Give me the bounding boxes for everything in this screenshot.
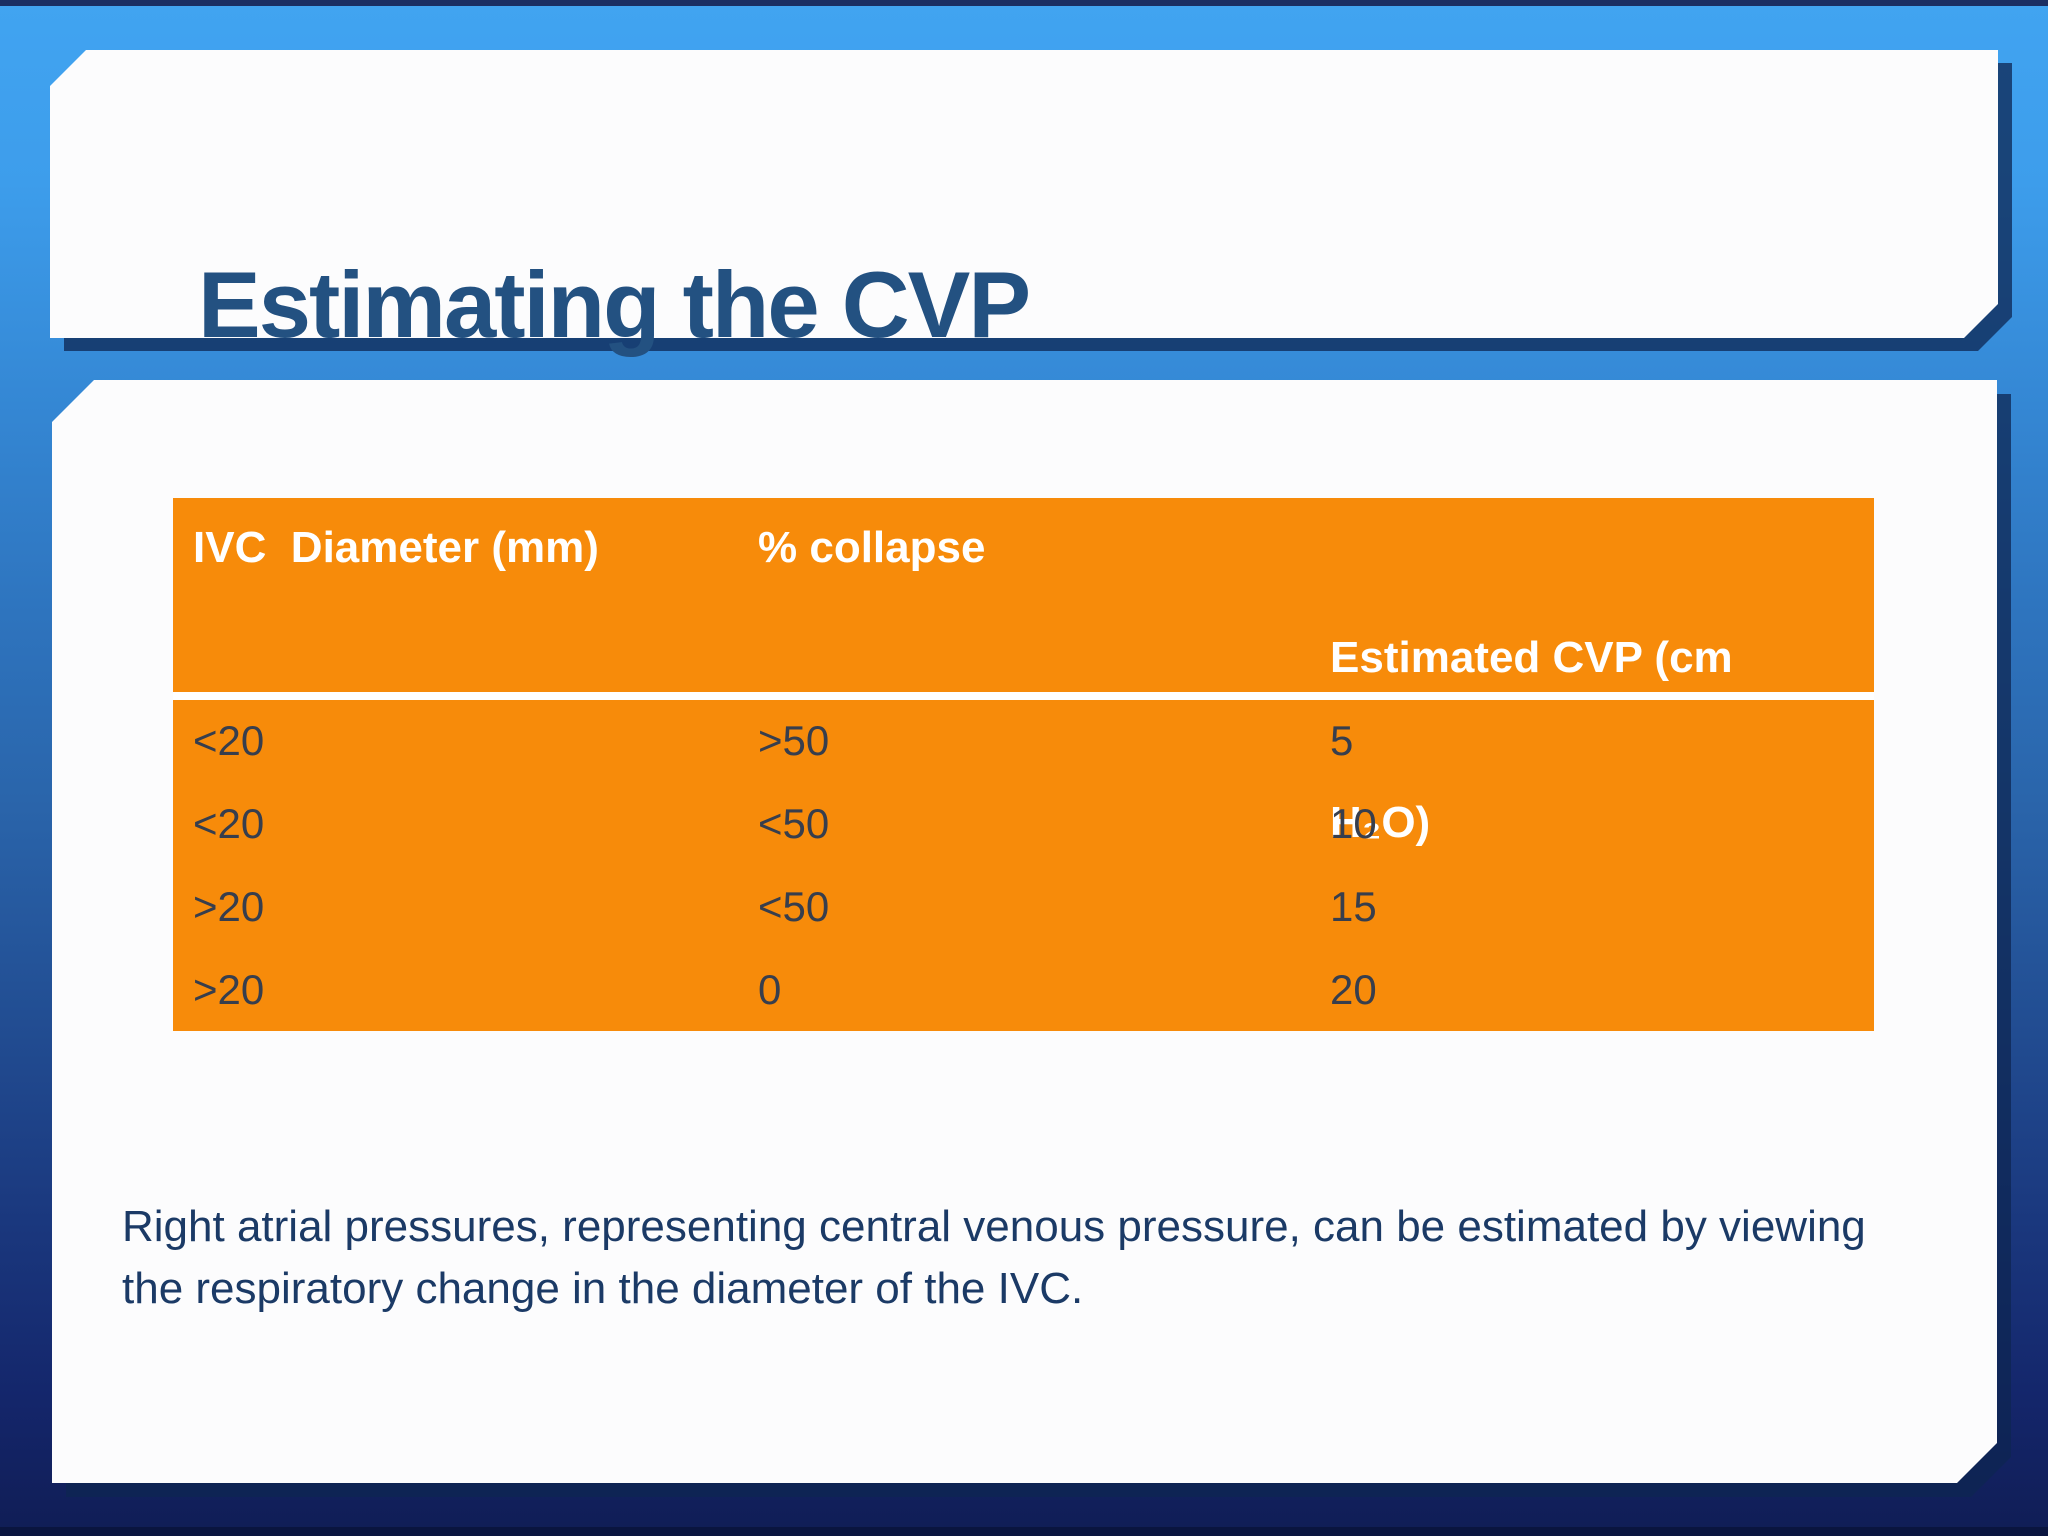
header-cell-ivc-diameter: IVC Diameter (mm): [193, 523, 599, 572]
table-cell-ivc: >20: [193, 882, 265, 930]
top-edge-strip: [0, 0, 2048, 6]
table-body: <20 >50 5 <20 <50 10 >20 <50 15 >20 0 20: [173, 700, 1874, 1031]
cvp-table: IVC Diameter (mm) % collapse Estimated C…: [173, 498, 1874, 1031]
table-row: >20 <50 15: [173, 866, 1874, 949]
header-cell-estimated-cvp: Estimated CVP (cm H₂O): [1330, 520, 1874, 960]
table-row: <20 <50 10: [173, 783, 1874, 866]
table-cell-collapse: 0: [758, 965, 782, 1013]
table-cell-ivc: <20: [193, 800, 265, 848]
table-cell-collapse: >50: [758, 717, 830, 765]
page-title: Estimating the CVP: [198, 251, 1031, 357]
header-estimated-cvp-line1: Estimated CVP (cm: [1330, 633, 1733, 682]
table-cell-cvp: 20: [1330, 965, 1377, 1013]
header-cell-percent-collapse: % collapse: [758, 523, 986, 572]
table-cell-collapse: <50: [758, 882, 830, 930]
table-row: <20 >50 5: [173, 700, 1874, 783]
header-estimated-cvp-line2: H₂O): [1330, 798, 1431, 847]
table-cell-cvp: 15: [1330, 882, 1377, 930]
header-separator-line: [173, 692, 1874, 700]
bottom-edge-strip: [0, 1527, 2048, 1536]
caption-text: Right atrial pressures, representing cen…: [122, 1202, 1866, 1314]
table-cell-ivc: >20: [193, 965, 265, 1013]
table-cell-ivc: <20: [193, 717, 265, 765]
table-header-row: IVC Diameter (mm) % collapse Estimated C…: [173, 498, 1874, 847]
title-panel: [50, 50, 1998, 338]
table-cell-cvp: 10: [1330, 800, 1377, 848]
table-row: >20 0 20: [173, 948, 1874, 1031]
table-cell-cvp: 5: [1330, 717, 1354, 765]
table-cell-collapse: <50: [758, 800, 830, 848]
